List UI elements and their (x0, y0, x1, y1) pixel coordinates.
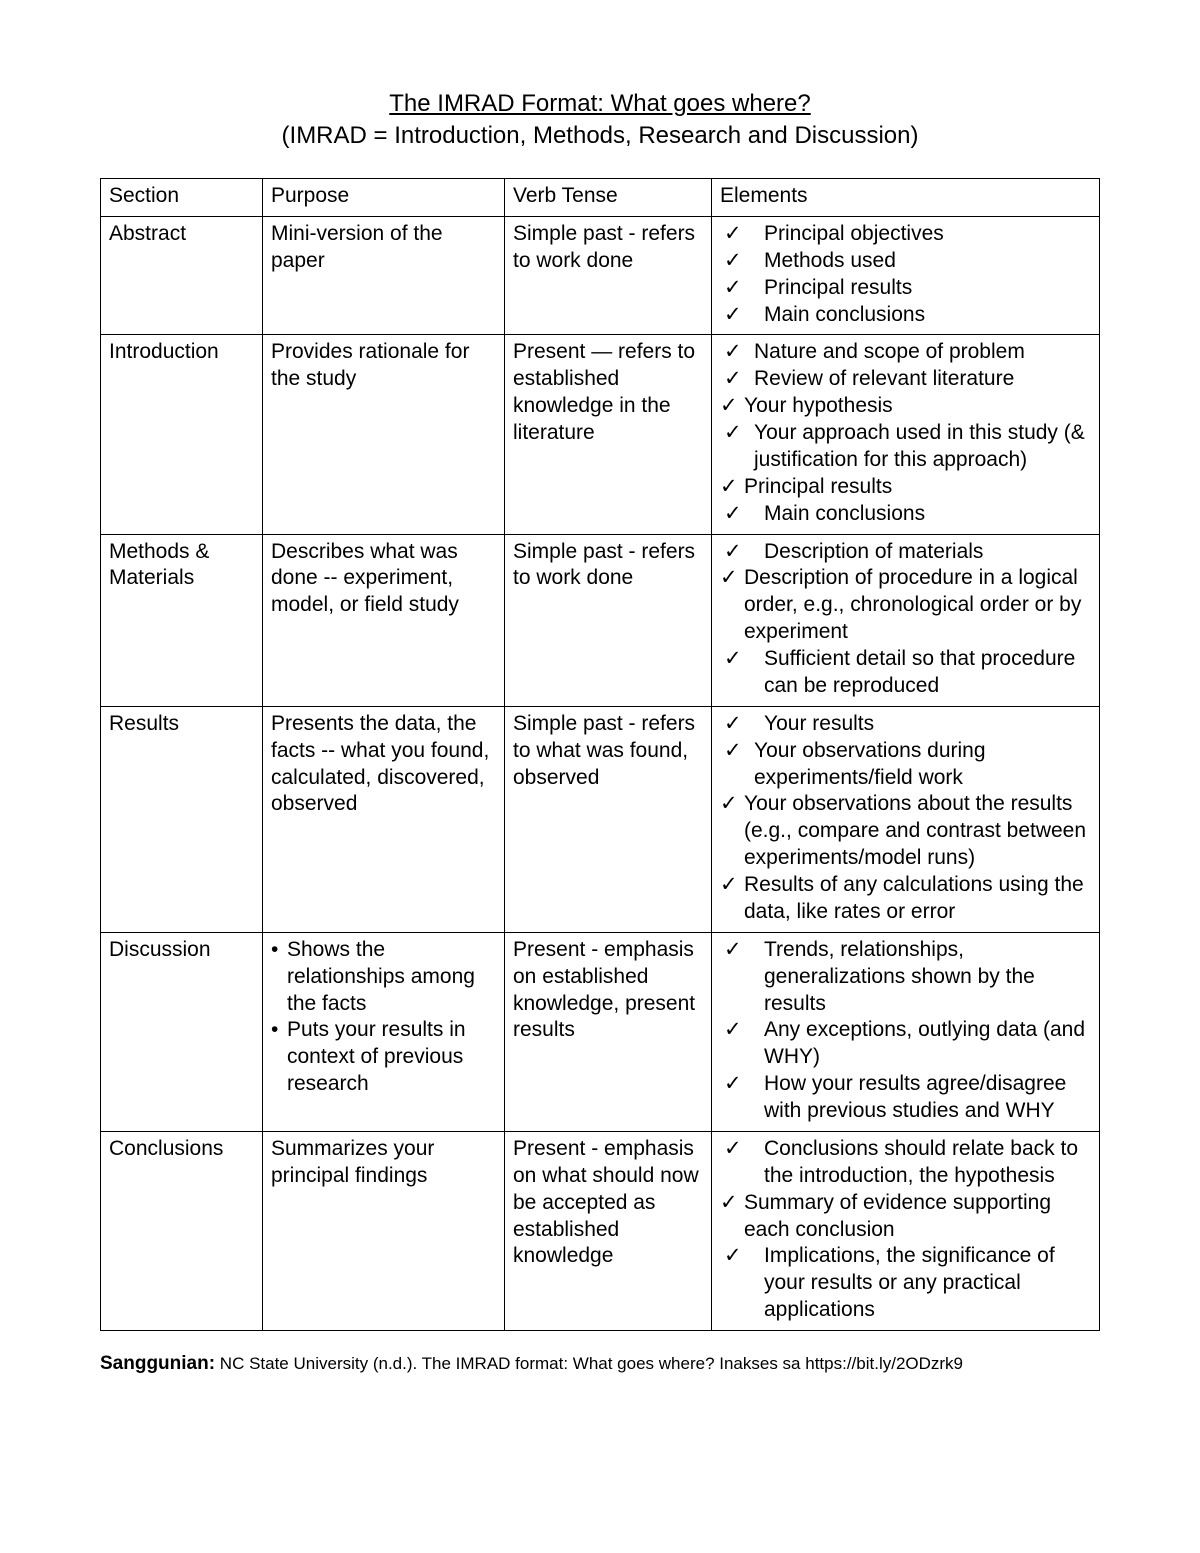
cell-tense: Present — refers to established knowledg… (505, 335, 712, 534)
check-icon: ✓ (724, 1243, 742, 1270)
element-item: ✓Your observations about the results (e.… (720, 791, 1091, 872)
element-item: ✓Review of relevant literature (720, 366, 1091, 393)
cell-section: Discussion (101, 932, 263, 1131)
table-row: Discussion Shows the relationships among… (101, 932, 1100, 1131)
check-icon: ✓ (720, 872, 738, 899)
check-icon: ✓ (724, 646, 742, 673)
element-item: ✓Description of procedure in a logical o… (720, 565, 1091, 646)
check-icon: ✓ (720, 565, 738, 592)
check-icon: ✓ (720, 791, 738, 818)
cell-section: Introduction (101, 335, 263, 534)
purpose-bullet: Shows the relationships among the facts (271, 937, 496, 1018)
cell-tense: Present - emphasis on what should now be… (505, 1131, 712, 1330)
header-elements: Elements (712, 179, 1100, 217)
check-icon: ✓ (724, 539, 742, 566)
check-icon: ✓ (724, 711, 742, 738)
cell-tense: Present - emphasis on established knowle… (505, 932, 712, 1131)
check-icon: ✓ (724, 275, 742, 302)
check-icon: ✓ (724, 937, 742, 964)
cell-elements: ✓Nature and scope of problem ✓Review of … (712, 335, 1100, 534)
citation: Sanggunian: NC State University (n.d.). … (100, 1353, 1100, 1375)
cell-purpose: Presents the data, the facts -- what you… (263, 706, 505, 932)
purpose-bullet: Puts your results in context of previous… (271, 1017, 496, 1098)
element-item: ✓Your approach used in this study (& jus… (720, 420, 1091, 474)
cell-section: Results (101, 706, 263, 932)
element-item: ✓Your observations during experiments/fi… (720, 738, 1091, 792)
element-item: ✓Trends, relationships, generalizations … (720, 937, 1091, 1018)
cell-section: Methods & Materials (101, 534, 263, 706)
cell-purpose: Provides rationale for the study (263, 335, 505, 534)
cell-elements: ✓Conclusions should relate back to the i… (712, 1131, 1100, 1330)
element-item: ✓Summary of evidence supporting each con… (720, 1190, 1091, 1244)
check-icon: ✓ (724, 1071, 742, 1098)
table-row: Abstract Mini-version of the paper Simpl… (101, 216, 1100, 335)
check-icon: ✓ (724, 420, 742, 447)
element-item: ✓Principal results (720, 275, 1091, 302)
check-icon: ✓ (720, 474, 738, 501)
citation-label: Sanggunian: (100, 1353, 215, 1374)
cell-tense: Simple past - refers to what was found, … (505, 706, 712, 932)
element-item: ✓Conclusions should relate back to the i… (720, 1136, 1091, 1190)
element-item: ✓Principal objectives (720, 221, 1091, 248)
cell-elements: ✓Trends, relationships, generalizations … (712, 932, 1100, 1131)
cell-section: Conclusions (101, 1131, 263, 1330)
element-item: ✓Sufficient detail so that procedure can… (720, 646, 1091, 700)
cell-elements: ✓Principal objectives ✓Methods used ✓Pri… (712, 216, 1100, 335)
header-tense: Verb Tense (505, 179, 712, 217)
cell-section: Abstract (101, 216, 263, 335)
imrad-table: Section Purpose Verb Tense Elements Abst… (100, 178, 1100, 1331)
table-row: Introduction Provides rationale for the … (101, 335, 1100, 534)
header-purpose: Purpose (263, 179, 505, 217)
check-icon: ✓ (724, 1017, 742, 1044)
element-item: ✓Implications, the significance of your … (720, 1243, 1091, 1324)
cell-elements: ✓Your results ✓Your observations during … (712, 706, 1100, 932)
element-item: ✓Methods used (720, 248, 1091, 275)
cell-tense: Simple past - refers to work done (505, 216, 712, 335)
element-item: ✓Your hypothesis (720, 393, 1091, 420)
page-title: The IMRAD Format: What goes where? (100, 90, 1100, 118)
element-item: ✓How your results agree/disagree with pr… (720, 1071, 1091, 1125)
check-icon: ✓ (724, 339, 742, 366)
element-item: ✓Nature and scope of problem (720, 339, 1091, 366)
element-item: ✓Main conclusions (720, 501, 1091, 528)
page-subtitle: (IMRAD = Introduction, Methods, Research… (100, 122, 1100, 150)
document-page: The IMRAD Format: What goes where? (IMRA… (0, 0, 1200, 1553)
citation-text: NC State University (n.d.). The IMRAD fo… (215, 1354, 963, 1373)
check-icon: ✓ (724, 738, 742, 765)
check-icon: ✓ (724, 366, 742, 393)
element-item: ✓Results of any calculations using the d… (720, 872, 1091, 926)
table-row: Results Presents the data, the facts -- … (101, 706, 1100, 932)
element-item: ✓Any exceptions, outlying data (and WHY) (720, 1017, 1091, 1071)
header-section: Section (101, 179, 263, 217)
cell-purpose: Describes what was done -- experiment, m… (263, 534, 505, 706)
element-item: ✓Principal results (720, 474, 1091, 501)
element-item: ✓Your results (720, 711, 1091, 738)
check-icon: ✓ (724, 501, 742, 528)
table-row: Conclusions Summarizes your principal fi… (101, 1131, 1100, 1330)
table-row: Methods & Materials Describes what was d… (101, 534, 1100, 706)
element-item: ✓Main conclusions (720, 302, 1091, 329)
cell-purpose: Mini-version of the paper (263, 216, 505, 335)
cell-tense: Simple past - refers to work done (505, 534, 712, 706)
check-icon: ✓ (724, 302, 742, 329)
element-item: ✓Description of materials (720, 539, 1091, 566)
check-icon: ✓ (720, 393, 738, 420)
cell-purpose: Summarizes your principal findings (263, 1131, 505, 1330)
table-header-row: Section Purpose Verb Tense Elements (101, 179, 1100, 217)
check-icon: ✓ (724, 248, 742, 275)
check-icon: ✓ (724, 1136, 742, 1163)
check-icon: ✓ (724, 221, 742, 248)
cell-elements: ✓Description of materials ✓Description o… (712, 534, 1100, 706)
cell-purpose: Shows the relationships among the facts … (263, 932, 505, 1131)
check-icon: ✓ (720, 1190, 738, 1217)
